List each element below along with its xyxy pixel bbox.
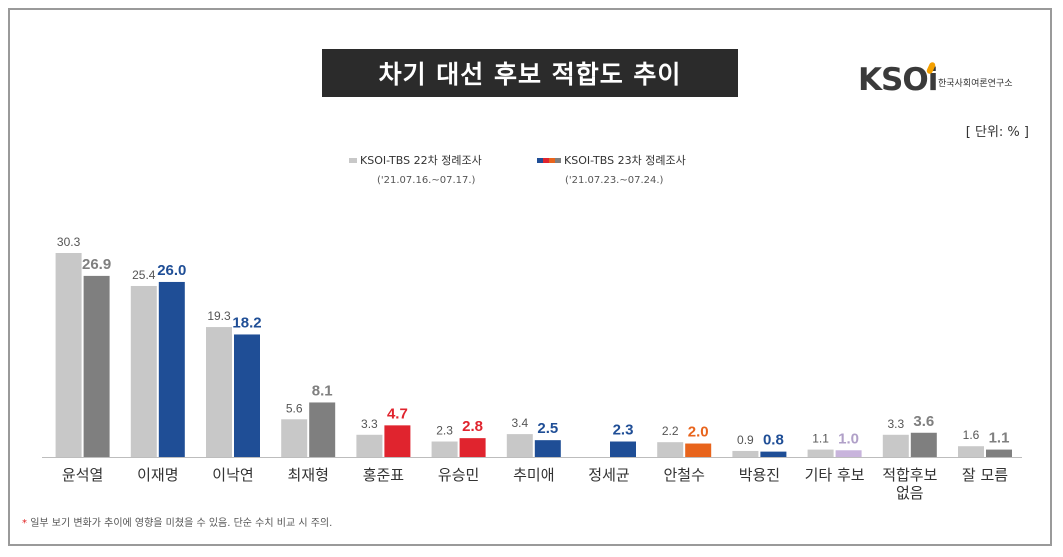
bar-prev-8 bbox=[657, 442, 684, 457]
category-label-12: 잘 모름 bbox=[962, 466, 1008, 484]
legend-swatch-current bbox=[537, 157, 561, 163]
logo-mark: KSOi bbox=[858, 62, 938, 98]
value-label-current-9: 0.8 bbox=[763, 432, 784, 449]
bar-current-3 bbox=[309, 402, 336, 457]
value-label-prev-8: 2.2 bbox=[662, 424, 679, 438]
bar-current-5 bbox=[459, 438, 486, 457]
value-label-current-3: 8.1 bbox=[312, 382, 333, 399]
value-label-prev-12: 1.6 bbox=[963, 428, 980, 442]
bar-current-8 bbox=[685, 443, 712, 457]
bar-prev-10 bbox=[807, 449, 834, 457]
value-label-prev-10: 1.1 bbox=[812, 432, 829, 446]
category-label-3: 최재형 bbox=[287, 466, 328, 484]
unit-label: [ 단위: % ] bbox=[965, 125, 1029, 140]
bar-prev-2 bbox=[206, 327, 232, 457]
bar-prev-0 bbox=[55, 253, 82, 457]
value-label-current-1: 26.0 bbox=[157, 262, 186, 279]
logo-subtitle: 한국사회여론연구소 bbox=[938, 79, 1013, 89]
category-label-6: 추미애 bbox=[513, 466, 554, 484]
bar-current-0 bbox=[83, 275, 110, 457]
value-label-current-11: 3.6 bbox=[913, 413, 934, 430]
value-label-current-2: 18.2 bbox=[232, 314, 261, 331]
legend-item-prev: KSOI-TBS 22차 정례조사 ('21.07.16.~07.17.) bbox=[349, 152, 482, 186]
value-label-prev-0: 30.3 bbox=[57, 235, 81, 249]
legend-item-current: KSOI-TBS 23차 정례조사 ('21.07.23.~07.24.) bbox=[537, 152, 686, 186]
bar-current-9 bbox=[760, 451, 787, 457]
value-label-prev-6: 3.4 bbox=[511, 416, 528, 430]
value-label-current-8: 2.0 bbox=[688, 424, 709, 441]
value-label-prev-9: 0.9 bbox=[737, 433, 754, 447]
value-label-prev-11: 3.3 bbox=[887, 417, 904, 431]
bar-current-10 bbox=[835, 450, 862, 457]
value-label-current-0: 26.9 bbox=[82, 256, 111, 273]
value-label-current-6: 2.5 bbox=[537, 420, 558, 437]
ksoi-logo: KSOi 한국사회여론연구소 bbox=[858, 61, 1028, 102]
category-label-8: 안철수 bbox=[663, 466, 704, 484]
bar-current-1 bbox=[158, 281, 185, 457]
legend-label-current: KSOI-TBS 23차 정례조사 bbox=[564, 154, 686, 167]
bar-prev-6 bbox=[506, 434, 533, 457]
category-label-5: 유승민 bbox=[438, 466, 479, 484]
value-label-prev-4: 3.3 bbox=[361, 417, 378, 431]
category-label-4: 홍준표 bbox=[363, 466, 405, 484]
category-label-7: 정세균 bbox=[588, 466, 630, 484]
bar-prev-4 bbox=[356, 434, 383, 457]
value-label-current-10: 1.0 bbox=[838, 430, 859, 447]
category-label-11: 적합후보 bbox=[882, 466, 937, 484]
legend-period-prev: ('21.07.16.~07.17.) bbox=[377, 175, 476, 186]
chart-title: 차기 대선 후보 적합도 추이 bbox=[322, 49, 738, 97]
value-label-prev-1: 25.4 bbox=[132, 268, 156, 282]
value-label-current-4: 4.7 bbox=[387, 405, 408, 422]
footnote-star: * bbox=[22, 518, 27, 529]
bar-prev-9 bbox=[732, 450, 759, 457]
bar-prev-1 bbox=[130, 285, 157, 457]
category-label-9: 박용진 bbox=[739, 466, 780, 484]
category-label-11: 없음 bbox=[896, 484, 924, 502]
legend-swatch-prev bbox=[349, 157, 357, 163]
category-label-2: 이낙연 bbox=[212, 466, 253, 484]
legend-period-current: ('21.07.23.~07.24.) bbox=[565, 175, 664, 186]
value-label-current-7: 2.3 bbox=[613, 422, 634, 439]
footnote-text: 일부 보기 변화가 추이에 영향을 미쳤을 수 있음. 단순 수치 비교 시 주… bbox=[30, 518, 333, 529]
bar-prev-11 bbox=[882, 434, 909, 457]
value-label-prev-3: 5.6 bbox=[286, 401, 303, 415]
bar-current-12 bbox=[986, 449, 1012, 457]
category-label-10: 기타 후보 bbox=[805, 466, 865, 484]
bar-current-7 bbox=[610, 441, 636, 457]
bar-current-6 bbox=[534, 440, 561, 457]
value-label-current-12: 1.1 bbox=[989, 430, 1010, 447]
bar-current-2 bbox=[234, 334, 260, 457]
category-label-1: 이재명 bbox=[137, 466, 178, 484]
value-label-current-5: 2.8 bbox=[462, 418, 483, 435]
value-label-prev-5: 2.3 bbox=[436, 424, 453, 438]
value-label-prev-2: 19.3 bbox=[207, 309, 231, 323]
footnote: * 일부 보기 변화가 추이에 영향을 미쳤을 수 있음. 단순 수치 비교 시… bbox=[22, 514, 332, 529]
bar-prev-5 bbox=[431, 441, 458, 457]
legend-label-prev: KSOI-TBS 22차 정례조사 bbox=[360, 154, 482, 167]
bar-current-4 bbox=[384, 425, 411, 457]
bar-prev-3 bbox=[281, 419, 308, 457]
bar-prev-12 bbox=[958, 446, 984, 457]
category-label-0: 윤석열 bbox=[62, 466, 103, 484]
bar-current-11 bbox=[910, 432, 937, 457]
